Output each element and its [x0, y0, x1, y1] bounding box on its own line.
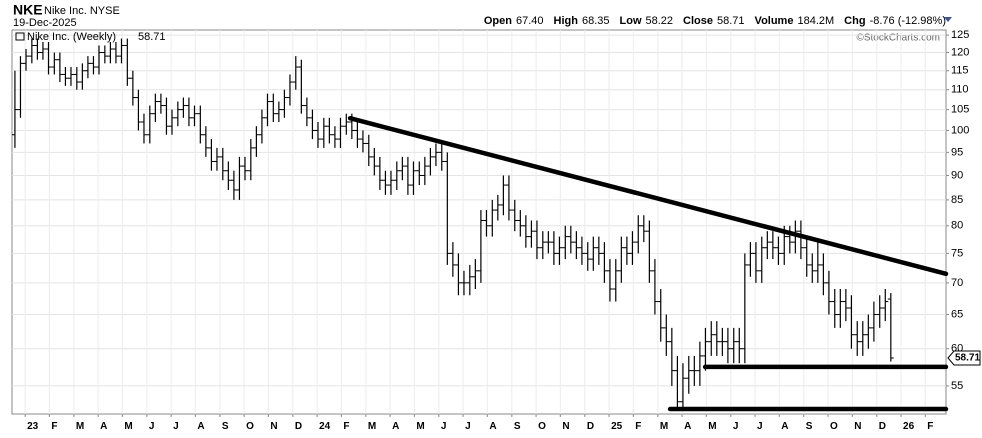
x-tick-label: 25: [611, 421, 623, 432]
legend-label: Nike Inc. (Weekly): [27, 31, 116, 43]
x-tick-label: O: [830, 421, 838, 432]
symbol: NKE: [13, 2, 43, 18]
y-tick-label: 105: [951, 104, 969, 116]
stat-label: Chg: [844, 15, 866, 27]
x-tick-label: F: [927, 421, 933, 432]
stat-label: Volume: [754, 15, 794, 27]
price-tag: [947, 350, 981, 366]
company-name: Nike Inc. NYSE: [44, 5, 120, 17]
x-tick-label: A: [392, 421, 399, 432]
x-tick-label: M: [416, 421, 424, 432]
x-tick-label: A: [100, 421, 107, 432]
y-tick-label: 90: [951, 169, 963, 181]
stat-value: 67.40: [516, 15, 544, 27]
x-tick-label: 23: [27, 421, 39, 432]
x-tick-label: N: [562, 421, 569, 432]
x-tick-label: J: [149, 421, 155, 432]
x-tick-label: F: [343, 421, 349, 432]
x-tick-label: J: [733, 421, 739, 432]
stat-label: High: [553, 15, 578, 27]
y-tick-label: 65: [951, 308, 963, 320]
legend-swatch: [15, 32, 25, 41]
x-tick-label: O: [246, 421, 254, 432]
stat-label: Low: [619, 15, 642, 27]
y-tick-label: 85: [951, 194, 963, 206]
y-tick-label: 80: [951, 220, 963, 232]
x-tick-label: A: [197, 421, 204, 432]
x-tick-label: S: [806, 421, 813, 432]
x-tick-label: J: [173, 421, 179, 432]
y-tick-label: 125: [951, 29, 969, 41]
x-tick-label: 26: [903, 421, 915, 432]
x-tick-label: D: [295, 421, 302, 432]
x-tick-label: S: [514, 421, 521, 432]
x-tick-label: N: [854, 421, 861, 432]
stat-value: -8.76 (-12.98%): [869, 15, 946, 27]
x-tick-label: S: [222, 421, 229, 432]
y-tick-label: 120: [951, 46, 969, 58]
y-tick-label: 115: [951, 65, 969, 77]
x-tick-label: M: [124, 421, 132, 432]
x-tick-label: D: [587, 421, 594, 432]
quote-stats: Open 67.40 High 68.35 Low 58.22 Close 58.71 Volu…: [478, 15, 946, 27]
trendline: [347, 115, 949, 277]
stat-value: 184.2M: [797, 15, 835, 27]
x-tick-label: J: [757, 421, 763, 432]
plot-frame: [11, 29, 947, 415]
x-tick-label: J: [465, 421, 471, 432]
x-tick-label: M: [368, 421, 376, 432]
x-tick-label: A: [781, 421, 788, 432]
y-tick-label: 100: [951, 124, 969, 136]
grid: [12, 30, 946, 414]
x-tick-label: A: [684, 421, 691, 432]
stat-value: 68.35: [581, 15, 610, 27]
stat-value: 58.22: [645, 15, 674, 27]
legend-value: 58.71: [138, 31, 166, 43]
x-tick-label: A: [489, 421, 496, 432]
legend: Nike Inc. (Weekly) 58.71: [15, 31, 166, 43]
x-tick-label: F: [635, 421, 641, 432]
stat-value: 58.71: [717, 15, 745, 27]
x-tick-label: M: [660, 421, 668, 432]
x-tick-label: J: [441, 421, 447, 432]
x-tick-label: 24: [319, 421, 331, 432]
y-tick-label: 75: [951, 247, 963, 259]
stat-label: Open: [483, 15, 512, 27]
watermark: ©StockCharts.com: [856, 33, 940, 44]
x-tick-label: F: [51, 421, 57, 432]
date: 19-Dec-2025: [13, 17, 77, 29]
y-tick-label: 55: [951, 380, 963, 392]
y-tick-label: 95: [951, 146, 963, 158]
y-tick-label: 70: [951, 277, 963, 289]
x-tick-label: D: [879, 421, 886, 432]
x-tick-label: N: [270, 421, 277, 432]
dropdown-arrow[interactable]: [944, 17, 952, 22]
x-tick-label: M: [708, 421, 716, 432]
y-tick-label: 110: [951, 84, 969, 96]
x-tick-label: M: [76, 421, 84, 432]
price-tag-label: 58.71: [955, 353, 980, 364]
x-tick-label: O: [538, 421, 546, 432]
stat-label: Close: [683, 15, 714, 27]
